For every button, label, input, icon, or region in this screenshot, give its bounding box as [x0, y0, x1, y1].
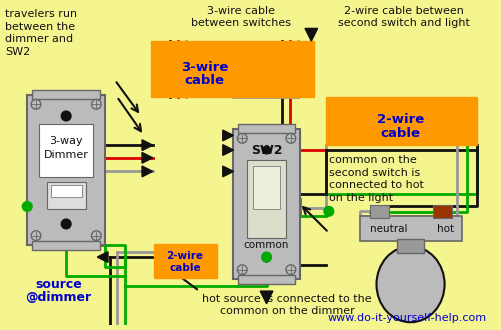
Polygon shape: [142, 152, 152, 163]
Circle shape: [31, 99, 41, 109]
Bar: [47, 182, 86, 209]
Circle shape: [323, 207, 333, 216]
Text: source: source: [35, 279, 82, 291]
Bar: [359, 216, 461, 241]
Bar: [32, 90, 100, 99]
Circle shape: [262, 146, 270, 154]
Circle shape: [61, 219, 71, 229]
Text: travelers run: travelers run: [5, 9, 77, 19]
Bar: [396, 239, 423, 253]
Text: 3-way: 3-way: [49, 136, 83, 146]
Text: between the: between the: [5, 21, 75, 32]
Polygon shape: [222, 130, 233, 141]
Polygon shape: [222, 166, 233, 177]
Bar: [238, 275, 294, 284]
Bar: [150, 41, 314, 96]
Circle shape: [261, 252, 271, 262]
Text: 3-wire cable: 3-wire cable: [207, 6, 275, 16]
Text: cable: cable: [380, 127, 420, 140]
Text: between switches: between switches: [191, 18, 291, 28]
Text: on the light: on the light: [328, 193, 392, 203]
Polygon shape: [142, 166, 152, 177]
Bar: [238, 124, 294, 134]
Polygon shape: [222, 145, 233, 155]
Bar: [27, 95, 105, 246]
Text: 2-wire: 2-wire: [376, 113, 423, 126]
Text: 2-wire cable between: 2-wire cable between: [343, 6, 463, 16]
Text: common on the: common on the: [328, 155, 416, 165]
Ellipse shape: [376, 246, 444, 322]
Bar: [325, 96, 476, 145]
Circle shape: [23, 202, 32, 211]
Circle shape: [237, 265, 246, 275]
Text: 2-wire: 2-wire: [166, 251, 203, 261]
Bar: [39, 124, 93, 177]
Bar: [153, 245, 216, 279]
Text: Dimmer: Dimmer: [44, 150, 88, 160]
Circle shape: [262, 254, 270, 262]
Circle shape: [91, 231, 101, 241]
Text: hot source is connected to the: hot source is connected to the: [202, 294, 371, 304]
Text: @dimmer: @dimmer: [25, 291, 91, 304]
Circle shape: [91, 99, 101, 109]
Polygon shape: [305, 28, 317, 41]
Circle shape: [61, 111, 71, 121]
Bar: [432, 205, 451, 218]
Text: dimmer and: dimmer and: [5, 34, 73, 44]
Text: hot: hot: [436, 224, 453, 234]
Bar: [369, 205, 388, 218]
Bar: [246, 160, 286, 238]
Bar: [253, 166, 280, 209]
Polygon shape: [142, 140, 152, 150]
Circle shape: [237, 134, 246, 143]
Polygon shape: [260, 291, 273, 304]
Text: second switch is: second switch is: [328, 168, 419, 178]
Circle shape: [286, 134, 295, 143]
Text: 3-wire: 3-wire: [180, 60, 227, 74]
Text: common: common: [243, 240, 289, 250]
Text: cable: cable: [184, 74, 224, 87]
Text: cable: cable: [169, 263, 200, 273]
Bar: [32, 241, 100, 250]
Text: second switch and light: second switch and light: [337, 18, 469, 28]
Bar: [233, 129, 299, 280]
Text: connected to hot: connected to hot: [328, 180, 423, 190]
Text: SW2: SW2: [250, 144, 282, 156]
Polygon shape: [97, 252, 108, 262]
Bar: [51, 185, 82, 197]
Text: common on the dimmer: common on the dimmer: [219, 306, 354, 316]
Text: neutral: neutral: [370, 224, 407, 234]
Circle shape: [286, 265, 295, 275]
Circle shape: [31, 231, 41, 241]
Text: www.do-it-yourself-help.com: www.do-it-yourself-help.com: [327, 314, 485, 323]
Text: SW2: SW2: [5, 47, 30, 57]
